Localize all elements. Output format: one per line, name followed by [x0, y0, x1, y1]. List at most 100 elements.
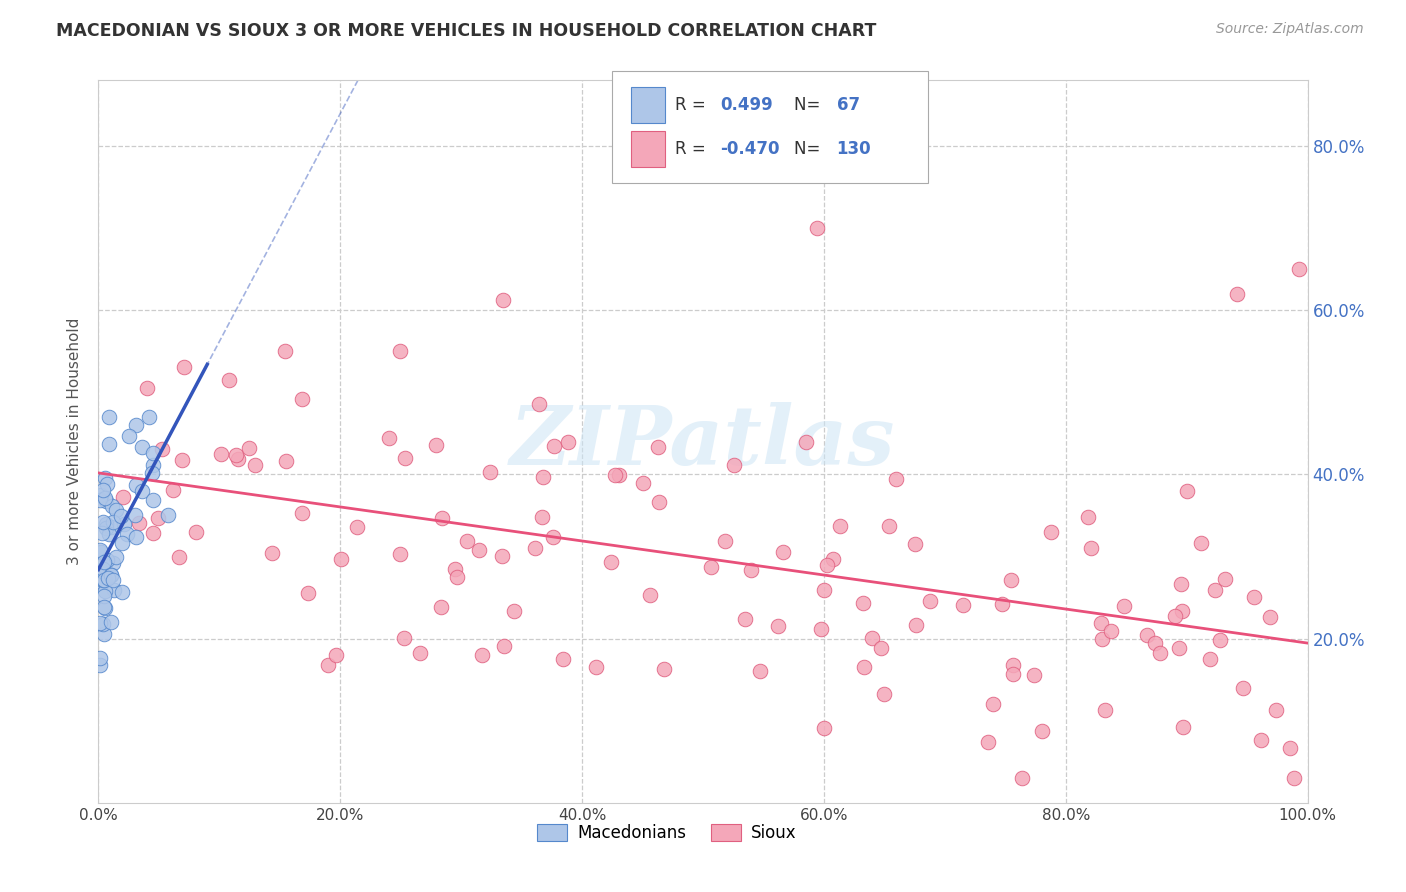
- Point: [640, 588, 662, 602]
- Point: [346, 520, 368, 534]
- Point: [276, 454, 298, 468]
- Point: [749, 665, 772, 679]
- Point: [1264, 703, 1286, 717]
- Point: [607, 468, 630, 483]
- Point: [920, 594, 942, 608]
- Point: [714, 533, 737, 548]
- Point: [325, 648, 347, 662]
- Point: [810, 622, 832, 636]
- Point: [90, 488, 112, 502]
- Point: [101, 499, 124, 513]
- Point: [815, 558, 838, 572]
- Point: [111, 584, 134, 599]
- Point: [1039, 525, 1062, 540]
- Point: [91, 526, 114, 541]
- Point: [94, 471, 117, 485]
- Point: [90, 566, 112, 580]
- Point: [218, 373, 240, 387]
- Point: [378, 431, 401, 445]
- Point: [93, 627, 115, 641]
- Point: [96, 476, 118, 491]
- Point: [94, 494, 117, 508]
- Point: [523, 541, 546, 556]
- Point: [1199, 652, 1222, 666]
- Point: [1149, 646, 1171, 660]
- Text: 67: 67: [837, 96, 859, 114]
- Point: [90, 572, 112, 586]
- Point: [531, 470, 554, 484]
- Point: [852, 596, 875, 610]
- Point: [740, 563, 762, 577]
- Point: [1189, 536, 1212, 550]
- Point: [904, 618, 927, 632]
- Point: [146, 511, 169, 525]
- Point: [228, 452, 250, 467]
- Point: [89, 543, 111, 558]
- Point: [647, 441, 669, 455]
- Point: [1002, 657, 1025, 672]
- Point: [128, 516, 150, 530]
- Point: [479, 466, 502, 480]
- Point: [94, 583, 117, 598]
- Point: [1144, 635, 1167, 649]
- Point: [136, 381, 159, 395]
- Point: [976, 735, 998, 749]
- Point: [1288, 262, 1310, 277]
- Point: [862, 632, 884, 646]
- Point: [125, 478, 148, 492]
- Point: [1232, 681, 1254, 695]
- Point: [430, 600, 453, 615]
- Point: [173, 360, 195, 375]
- Point: [105, 550, 128, 565]
- Point: [93, 599, 115, 614]
- Point: [541, 530, 564, 544]
- Point: [260, 546, 283, 560]
- Point: [1209, 633, 1232, 648]
- Point: [117, 527, 139, 541]
- Point: [89, 493, 111, 508]
- Point: [89, 615, 111, 630]
- Point: [112, 490, 135, 504]
- Point: [821, 551, 844, 566]
- Point: [124, 508, 146, 522]
- Text: R =: R =: [675, 96, 711, 114]
- Point: [100, 520, 122, 534]
- Point: [90, 575, 112, 590]
- Point: [100, 568, 122, 582]
- Point: [238, 441, 260, 455]
- Point: [873, 687, 896, 701]
- Point: [425, 438, 447, 452]
- Point: [723, 458, 745, 472]
- Text: R =: R =: [675, 140, 711, 158]
- Point: [1011, 771, 1033, 785]
- Point: [93, 589, 115, 603]
- Point: [1031, 724, 1053, 739]
- Point: [443, 562, 465, 576]
- Point: [97, 437, 120, 451]
- Point: [101, 556, 124, 570]
- Point: [766, 619, 789, 633]
- Point: [1225, 286, 1247, 301]
- Point: [93, 573, 115, 587]
- Point: [100, 615, 122, 629]
- Point: [141, 467, 163, 481]
- Point: [91, 516, 114, 530]
- Point: [93, 491, 115, 506]
- Point: [531, 510, 554, 524]
- Point: [90, 545, 112, 559]
- Point: [877, 518, 900, 533]
- Point: [700, 560, 723, 574]
- Text: MACEDONIAN VS SIOUX 3 OR MORE VEHICLES IN HOUSEHOLD CORRELATION CHART: MACEDONIAN VS SIOUX 3 OR MORE VEHICLES I…: [56, 22, 876, 40]
- Point: [553, 652, 575, 666]
- Point: [1175, 483, 1198, 498]
- Point: [1099, 624, 1122, 639]
- Point: [1213, 572, 1236, 586]
- Point: [1278, 740, 1301, 755]
- Point: [209, 447, 232, 461]
- Point: [952, 598, 974, 612]
- Point: [96, 552, 118, 566]
- Point: [142, 446, 165, 460]
- Point: [131, 440, 153, 454]
- Y-axis label: 3 or more Vehicles in Household: 3 or more Vehicles in Household: [67, 318, 83, 566]
- Point: [603, 467, 626, 482]
